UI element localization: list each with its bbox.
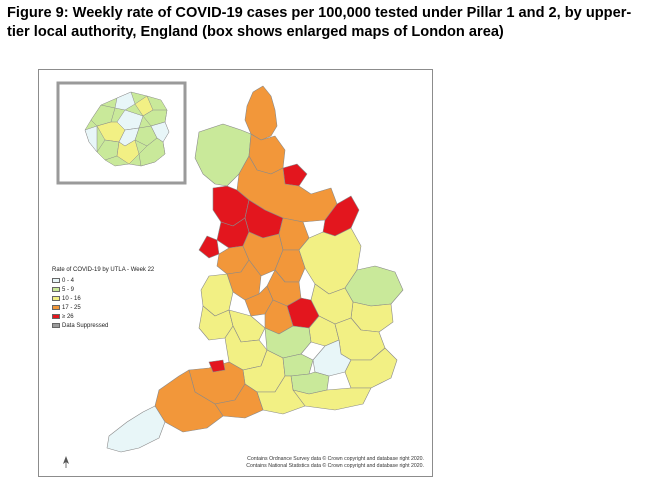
england-utla-choropleth-map <box>56 81 404 468</box>
legend-title: Rate of COVID-19 by UTLA - Week 22 <box>52 267 155 273</box>
legend-label: 10 - 16 <box>62 295 81 302</box>
legend-item: 5 - 9 <box>52 285 154 294</box>
credit-national-statistics: Contains National Statistics data © Crow… <box>246 463 424 469</box>
map-legend: Rate of COVID-19 by UTLA - Week 22 0 - 4… <box>52 267 154 330</box>
legend-swatch <box>52 287 60 292</box>
london-inset <box>56 81 187 185</box>
region-dorset <box>214 383 264 419</box>
legend-item: ≥ 26 <box>52 312 154 321</box>
legend-swatch <box>52 323 60 328</box>
legend-swatch <box>52 305 60 310</box>
region-northumberland <box>244 85 278 141</box>
legend-item: Data Suppressed <box>52 321 154 330</box>
region-merseyside <box>198 235 220 259</box>
legend-swatch <box>52 296 60 301</box>
map-frame: Rate of COVID-19 by UTLA - Week 22 0 - 4… <box>38 69 433 477</box>
legend-item: 0 - 4 <box>52 276 154 285</box>
north-arrow-icon <box>63 456 69 468</box>
legend-label: ≥ 26 <box>62 313 74 320</box>
legend-swatch <box>52 278 60 283</box>
legend-item: 17 - 25 <box>52 303 154 312</box>
region-cornwall <box>106 405 166 453</box>
region-bristol <box>208 359 226 373</box>
figure-title: Figure 9: Weekly rate of COVID-19 cases … <box>7 5 632 40</box>
region-hampshire <box>256 375 306 415</box>
map-credits: Contains Ordnance Survey data © Crown co… <box>246 456 424 470</box>
legend-label: 0 - 4 <box>62 277 75 284</box>
legend-label: Data Suppressed <box>62 322 109 329</box>
region-staffordshire <box>226 259 262 301</box>
england-regions <box>106 85 404 453</box>
legend-label: 17 - 25 <box>62 304 81 311</box>
region-sussex <box>292 387 372 411</box>
region-berkshire <box>282 353 314 377</box>
legend-label: 5 - 9 <box>62 286 75 293</box>
region-tees <box>282 163 308 187</box>
credit-ordnance-survey: Contains Ordnance Survey data © Crown co… <box>247 456 424 462</box>
legend-swatch <box>52 314 60 319</box>
legend-item: 10 - 16 <box>52 294 154 303</box>
